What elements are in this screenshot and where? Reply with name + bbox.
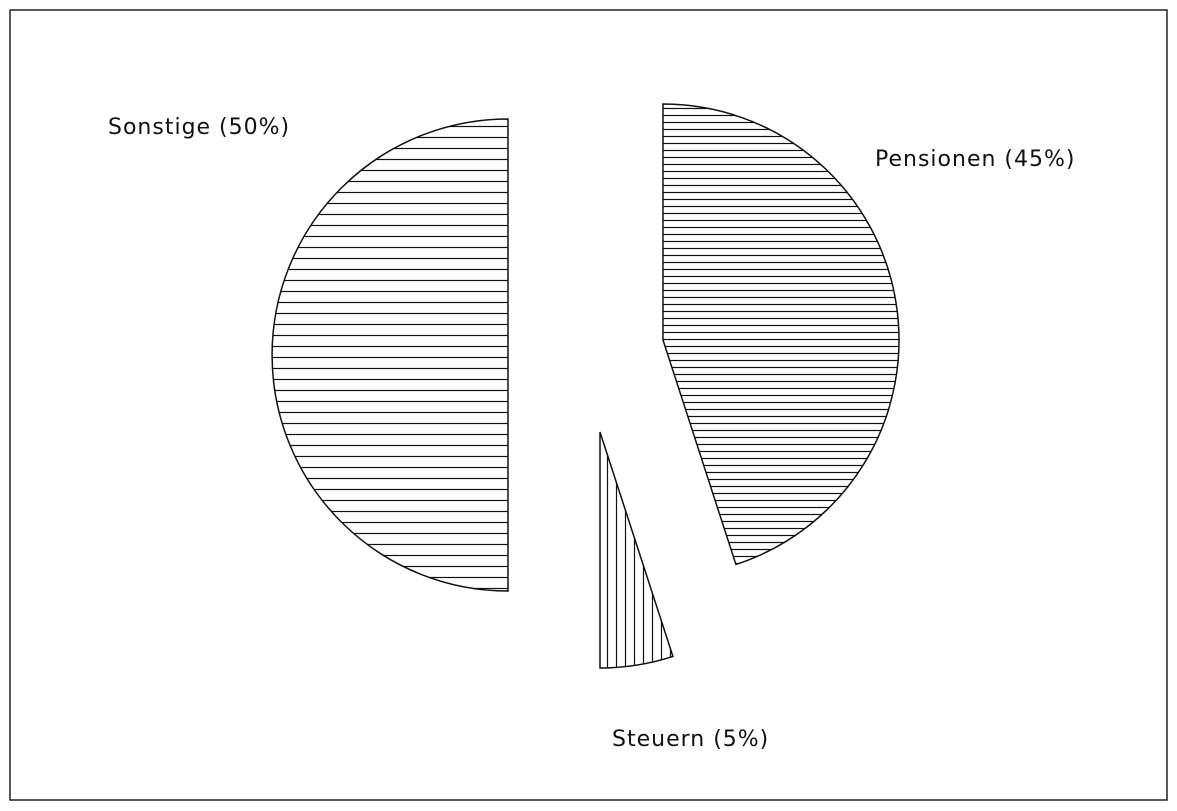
slice-label: Pensionen (45%)	[875, 147, 1075, 172]
slice-label: Sonstige (50%)	[108, 115, 290, 140]
pie-slice	[662, 103, 900, 566]
pie-slice	[271, 118, 509, 592]
pie-slice	[599, 431, 674, 669]
frame	[9, 9, 1168, 801]
slice-label: Steuern (5%)	[612, 727, 769, 752]
